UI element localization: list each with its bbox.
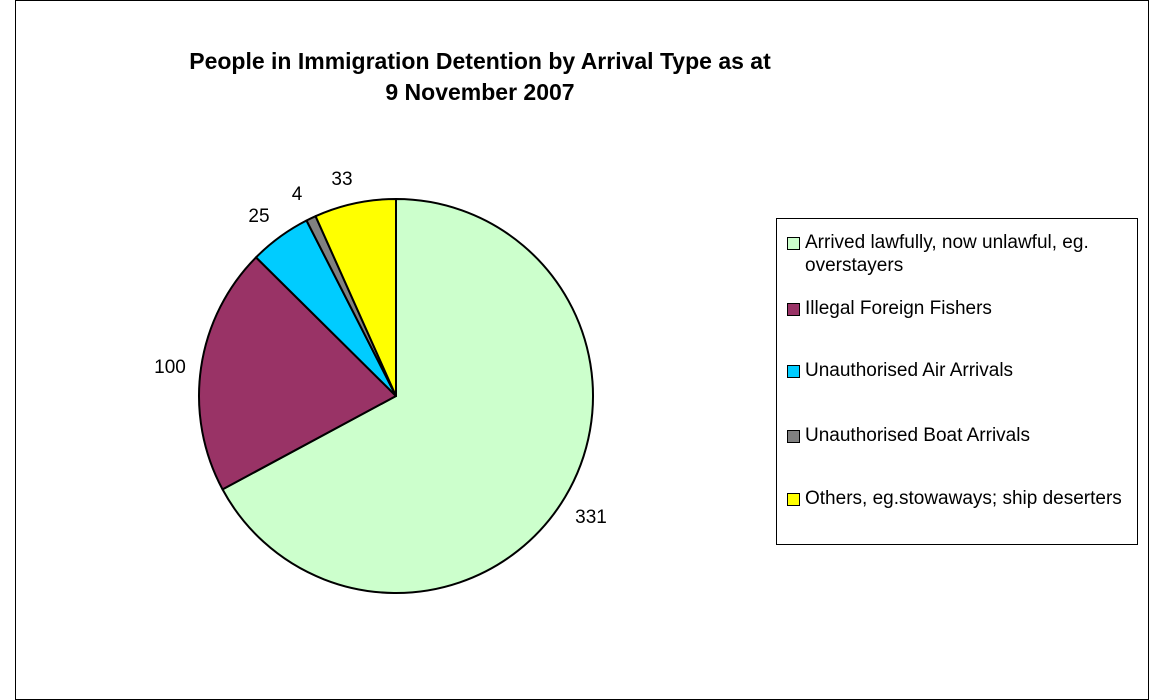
legend-swatch-others [787,493,800,506]
chart-title-line-1: People in Immigration Detention by Arriv… [189,48,771,74]
pie-slice-others [314,198,397,397]
legend-item-air-arrivals: Unauthorised Air Arrivals [787,359,1132,382]
legend-label-foreign-fishers: Illegal Foreign Fishers [805,298,992,319]
legend-swatch-boat-arrivals [787,430,800,443]
legend-item-foreign-fishers: Illegal Foreign Fishers [787,297,1132,320]
legend-label-boat-arrivals: Unauthorised Boat Arrivals [805,425,1030,446]
legend-label-overstayers: Arrived lawfully, now unlawful, eg. over… [805,232,1089,276]
pie-slices [198,198,594,594]
chart-title: People in Immigration Detention by Arriv… [15,46,945,108]
pie-slice-foreign-fishers [198,256,397,491]
data-label-boat-arrivals: 4 [292,184,303,205]
legend-swatch-air-arrivals [787,365,800,378]
data-label-others: 33 [331,169,352,190]
legend-item-overstayers: Arrived lawfully, now unlawful, eg. over… [787,231,1132,277]
legend: Arrived lawfully, now unlawful, eg. over… [776,218,1138,545]
chart-title-line-2: 9 November 2007 [385,79,575,105]
data-label-air-arrivals: 25 [248,206,269,227]
legend-item-boat-arrivals: Unauthorised Boat Arrivals [787,424,1132,447]
legend-label-air-arrivals: Unauthorised Air Arrivals [805,360,1014,381]
pie-data-labels: 331 100 25 4 33 [154,169,607,528]
pie-slice-overstayers [221,198,594,594]
legend-label-others: Others, eg.stowaways; ship deserters [805,488,1122,509]
data-label-foreign-fishers: 100 [154,357,186,378]
legend-item-others: Others, eg.stowaways; ship deserters [787,487,1132,510]
legend-swatch-overstayers [787,237,800,250]
data-label-overstayers: 331 [575,507,607,528]
legend-swatch-foreign-fishers [787,303,800,316]
